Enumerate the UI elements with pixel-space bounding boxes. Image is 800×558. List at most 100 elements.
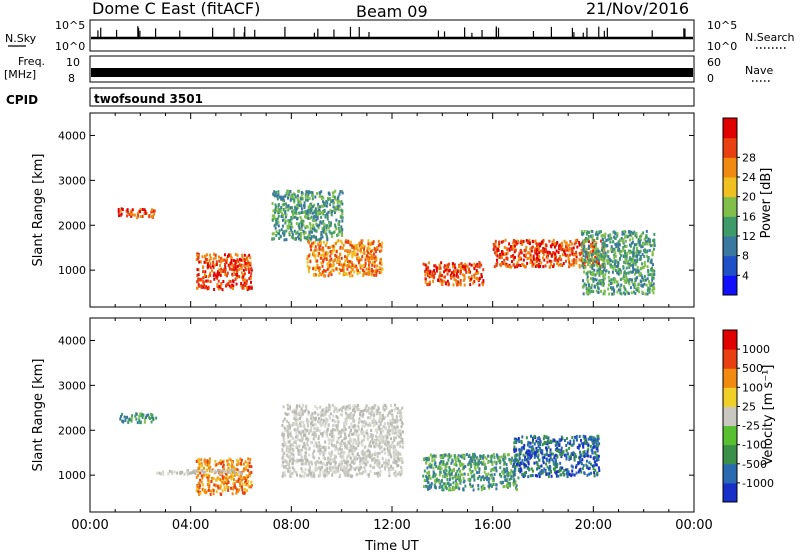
echo-cell: [323, 223, 325, 226]
echo-cell: [325, 417, 327, 420]
echo-cell: [359, 249, 361, 252]
echo-cell: [582, 252, 584, 255]
echo-cell: [558, 257, 560, 260]
echo-cell: [431, 273, 433, 276]
echo-cell: [582, 279, 584, 282]
echo-cell: [434, 479, 436, 482]
echo-cell: [455, 480, 457, 483]
echo-cell: [387, 429, 389, 432]
echo-cell: [283, 405, 285, 408]
echo-cell: [345, 436, 347, 439]
echo-cell: [506, 469, 508, 472]
echo-cell: [464, 473, 466, 476]
echo-cell: [343, 244, 345, 247]
echo-cell: [247, 457, 249, 460]
echo-cell: [344, 442, 346, 445]
echo-cell: [349, 474, 351, 477]
echo-cell: [331, 435, 333, 438]
echo-cell: [455, 461, 457, 464]
echo-cell: [498, 241, 500, 244]
y-tick-label: 1000: [58, 264, 86, 277]
echo-cell: [466, 453, 468, 456]
echo-cell: [575, 251, 577, 254]
echo-cell: [342, 454, 344, 457]
echo-cell: [379, 452, 381, 455]
echo-cell: [214, 264, 216, 267]
echo-cell: [358, 408, 360, 411]
echo-cell: [332, 192, 334, 195]
echo-cell: [652, 274, 654, 277]
echo-cell: [554, 242, 556, 245]
echo-cell: [337, 465, 339, 468]
echo-cell: [335, 242, 337, 245]
echo-cell: [374, 265, 376, 268]
echo-cell: [396, 419, 398, 422]
echo-cell: [610, 282, 612, 285]
echo-cell: [452, 262, 454, 265]
echo-cell: [593, 264, 595, 267]
echo-cell: [565, 260, 567, 263]
echo-cell: [487, 473, 489, 476]
echo-cell: [216, 283, 218, 286]
echo-cell: [390, 423, 392, 426]
echo-cell: [326, 201, 328, 204]
echo-cell: [237, 462, 239, 465]
nsearch-tick-low: 10^0: [707, 40, 737, 53]
echo-cell: [335, 219, 337, 222]
colorbar-tick-label: 24: [742, 171, 756, 184]
echo-cell: [449, 487, 451, 490]
echo-cell: [308, 241, 310, 244]
echo-cell: [341, 269, 343, 272]
echo-cell: [479, 262, 481, 265]
echo-cell: [588, 231, 590, 234]
echo-cell: [201, 464, 203, 467]
echo-cell: [362, 274, 364, 277]
echo-cell: [600, 271, 602, 274]
echo-cell: [646, 242, 648, 245]
echo-cell: [199, 484, 201, 487]
echo-cell: [353, 265, 355, 268]
echo-cell: [389, 419, 391, 422]
echo-cell: [331, 431, 333, 434]
echo-cell: [228, 481, 230, 484]
echo-cell: [213, 477, 215, 480]
echo-cell: [366, 404, 368, 407]
echo-cell: [435, 465, 437, 468]
echo-cell: [423, 485, 425, 488]
echo-cell: [369, 417, 371, 420]
echo-cell: [324, 430, 326, 433]
echo-cell: [361, 255, 363, 258]
echo-cell: [362, 457, 364, 460]
echo-cell: [230, 487, 232, 490]
echo-cell: [596, 278, 598, 281]
echo-cell: [369, 454, 371, 457]
echo-cell: [435, 486, 437, 489]
echo-cell: [470, 278, 472, 281]
echo-cell: [495, 240, 497, 243]
echo-cell: [309, 222, 311, 225]
echo-cell: [316, 259, 318, 262]
echo-cell: [322, 249, 324, 252]
echo-cell: [218, 280, 220, 283]
echo-cell: [367, 242, 369, 245]
echo-cell: [388, 472, 390, 475]
echo-cell: [322, 220, 324, 223]
echo-cell: [244, 488, 246, 491]
echo-cell: [652, 250, 654, 253]
echo-cell: [324, 475, 326, 478]
echo-cell: [456, 470, 458, 473]
echo-cell: [307, 217, 309, 220]
echo-cell: [300, 216, 302, 219]
echo-cell: [127, 421, 129, 424]
echo-cell: [381, 434, 383, 437]
echo-cell: [325, 406, 327, 409]
echo-cell: [365, 258, 367, 261]
echo-cell: [542, 265, 544, 268]
echo-cell: [140, 421, 142, 424]
echo-cell: [390, 437, 392, 440]
echo-cell: [355, 433, 357, 436]
echo-cell: [463, 455, 465, 458]
echo-cell: [312, 225, 314, 228]
echo-cell: [300, 421, 302, 424]
echo-cell: [576, 246, 578, 249]
